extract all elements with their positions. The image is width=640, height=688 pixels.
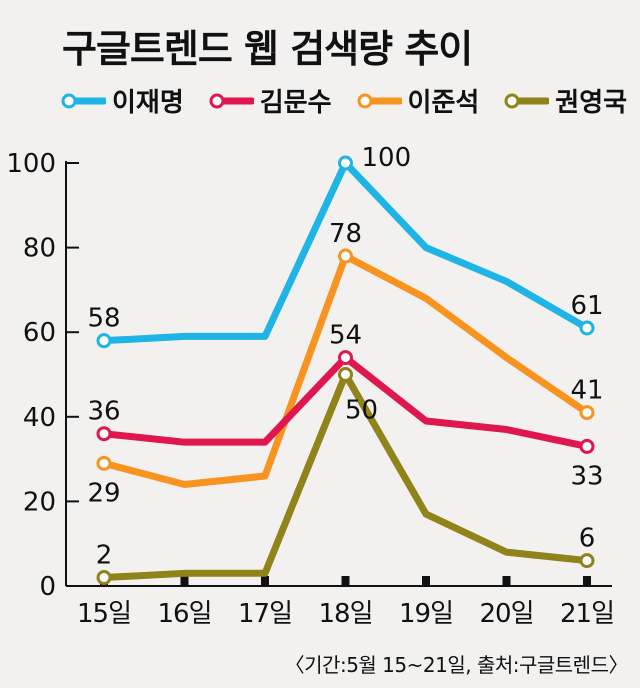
legend-swatch-marker xyxy=(61,93,77,108)
data-label: 2 xyxy=(96,541,113,571)
legend-label: 권영국 xyxy=(555,88,628,118)
legend-swatch-marker xyxy=(209,93,225,108)
x-tick-mark xyxy=(422,576,430,586)
data-point xyxy=(96,455,112,471)
data-point xyxy=(579,405,595,421)
legend-item: 이준석 xyxy=(356,82,480,119)
legend-swatch xyxy=(61,93,106,108)
x-tick-label: 18일 xyxy=(318,599,372,629)
legend-label: 김문수 xyxy=(259,88,332,118)
data-label: 6 xyxy=(579,524,596,554)
x-tick-label: 21일 xyxy=(560,599,614,629)
x-tick-label: 17일 xyxy=(238,599,292,629)
x-tick-label: 15일 xyxy=(77,599,131,629)
legend-swatch-marker xyxy=(357,93,373,108)
data-point xyxy=(579,553,595,569)
y-tick-label: 0 xyxy=(39,572,56,602)
data-point xyxy=(96,426,112,442)
y-tick-label: 20 xyxy=(23,487,56,517)
data-label: 41 xyxy=(570,376,603,406)
chart-title: 구글트렌드 웹 검색량 추이 xyxy=(62,27,473,71)
x-tick-mark xyxy=(341,576,350,586)
legend-item: 김문수 xyxy=(208,82,332,119)
legend-label: 이재명 xyxy=(112,88,184,118)
data-point xyxy=(338,155,353,171)
legend-swatch xyxy=(357,93,402,108)
x-tick-mark xyxy=(261,576,269,586)
y-tick-label: 80 xyxy=(23,234,56,264)
legend: 이재명 김문수 이준석 권영국 xyxy=(60,82,627,119)
data-label: 33 xyxy=(570,461,603,491)
data-point xyxy=(96,333,112,349)
y-tick-label: 60 xyxy=(23,318,56,348)
data-point xyxy=(338,248,353,264)
x-tick-mark xyxy=(502,576,511,586)
legend-item: 권영국 xyxy=(503,82,627,119)
data-point xyxy=(96,570,112,586)
x-tick-label: 20일 xyxy=(479,599,533,629)
data-label: 61 xyxy=(570,291,603,321)
legend-swatch xyxy=(504,93,550,108)
data-label: 50 xyxy=(345,396,378,426)
y-tick-label: 100 xyxy=(6,149,56,179)
x-tick-label: 16일 xyxy=(157,599,211,629)
data-label: 78 xyxy=(329,219,362,249)
data-point xyxy=(579,320,595,336)
x-tick-mark xyxy=(583,576,591,586)
legend-swatch xyxy=(209,93,254,108)
data-point xyxy=(338,350,353,366)
data-label: 36 xyxy=(87,397,120,427)
data-label: 29 xyxy=(87,478,120,508)
data-label: 100 xyxy=(362,143,412,173)
legend-swatch-marker xyxy=(504,93,520,108)
x-tick-label: 19일 xyxy=(399,599,453,629)
legend-label: 이준석 xyxy=(407,88,480,118)
data-label: 58 xyxy=(87,304,120,334)
legend-item: 이재명 xyxy=(60,82,184,119)
data-label: 54 xyxy=(329,321,362,351)
source-note: 〈기간:5월 15~21일, 출처:구글트렌드〉 xyxy=(284,653,629,677)
x-tick-mark xyxy=(180,576,189,586)
data-point xyxy=(338,367,353,382)
data-point xyxy=(579,438,595,454)
y-tick-label: 40 xyxy=(23,403,56,433)
